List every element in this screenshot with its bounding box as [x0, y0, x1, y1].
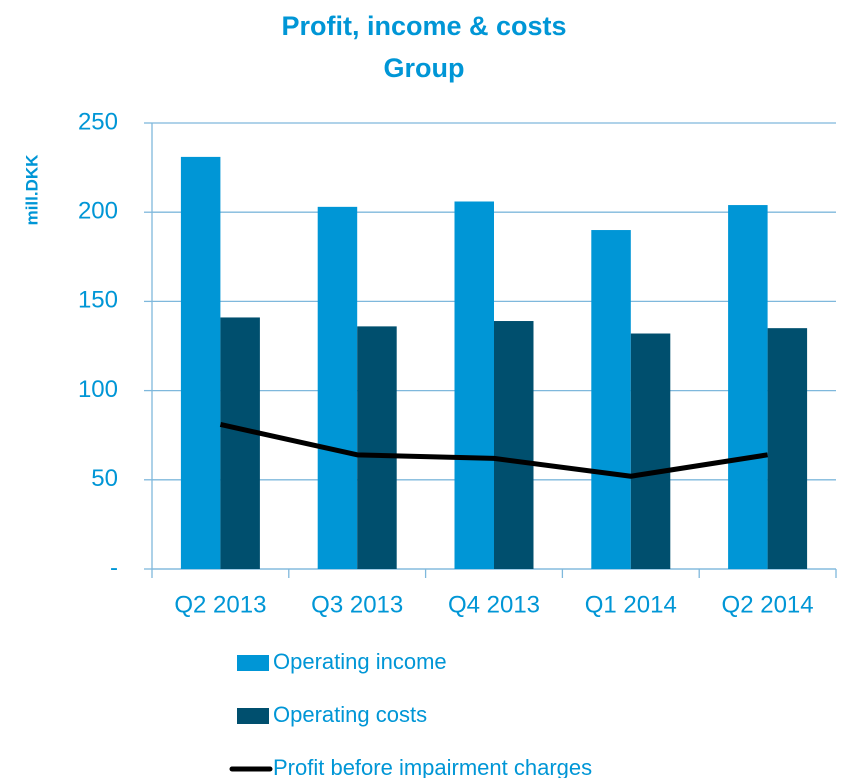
line — [219, 422, 768, 479]
legend-label: Operating income — [273, 649, 447, 674]
bar — [180, 156, 221, 569]
y-tick-label: 50 — [91, 465, 118, 492]
legend-swatch — [237, 708, 269, 724]
bar — [591, 230, 631, 570]
y-tick-label: 250 — [78, 108, 118, 135]
y-tick-label: 200 — [78, 198, 118, 225]
bar — [317, 206, 358, 569]
y-axis-label: mill.DKK — [22, 154, 41, 226]
chart-subtitle: Group — [384, 53, 465, 83]
bar — [767, 328, 808, 569]
x-tick-label: Q3 2013 — [311, 591, 403, 618]
x-tick-label: Q2 2014 — [722, 591, 814, 618]
legend-label: Operating costs — [273, 702, 427, 727]
bar — [220, 317, 260, 569]
x-tick-label: Q4 2013 — [448, 591, 540, 618]
x-tick-label: Q1 2014 — [585, 591, 677, 618]
bar — [494, 321, 534, 569]
x-tick-label: Q2 2013 — [174, 591, 266, 618]
y-tick-label: 100 — [78, 376, 118, 403]
legend-swatch — [237, 655, 269, 671]
y-tick-label: 150 — [78, 287, 118, 314]
bar — [630, 333, 671, 569]
y-tick-label: - — [110, 554, 118, 581]
bar — [728, 205, 768, 569]
bar — [454, 201, 494, 569]
chart-title: Profit, income & costs — [281, 11, 566, 41]
legend-label: Profit before impairment charges — [273, 755, 592, 778]
bar — [357, 326, 397, 569]
